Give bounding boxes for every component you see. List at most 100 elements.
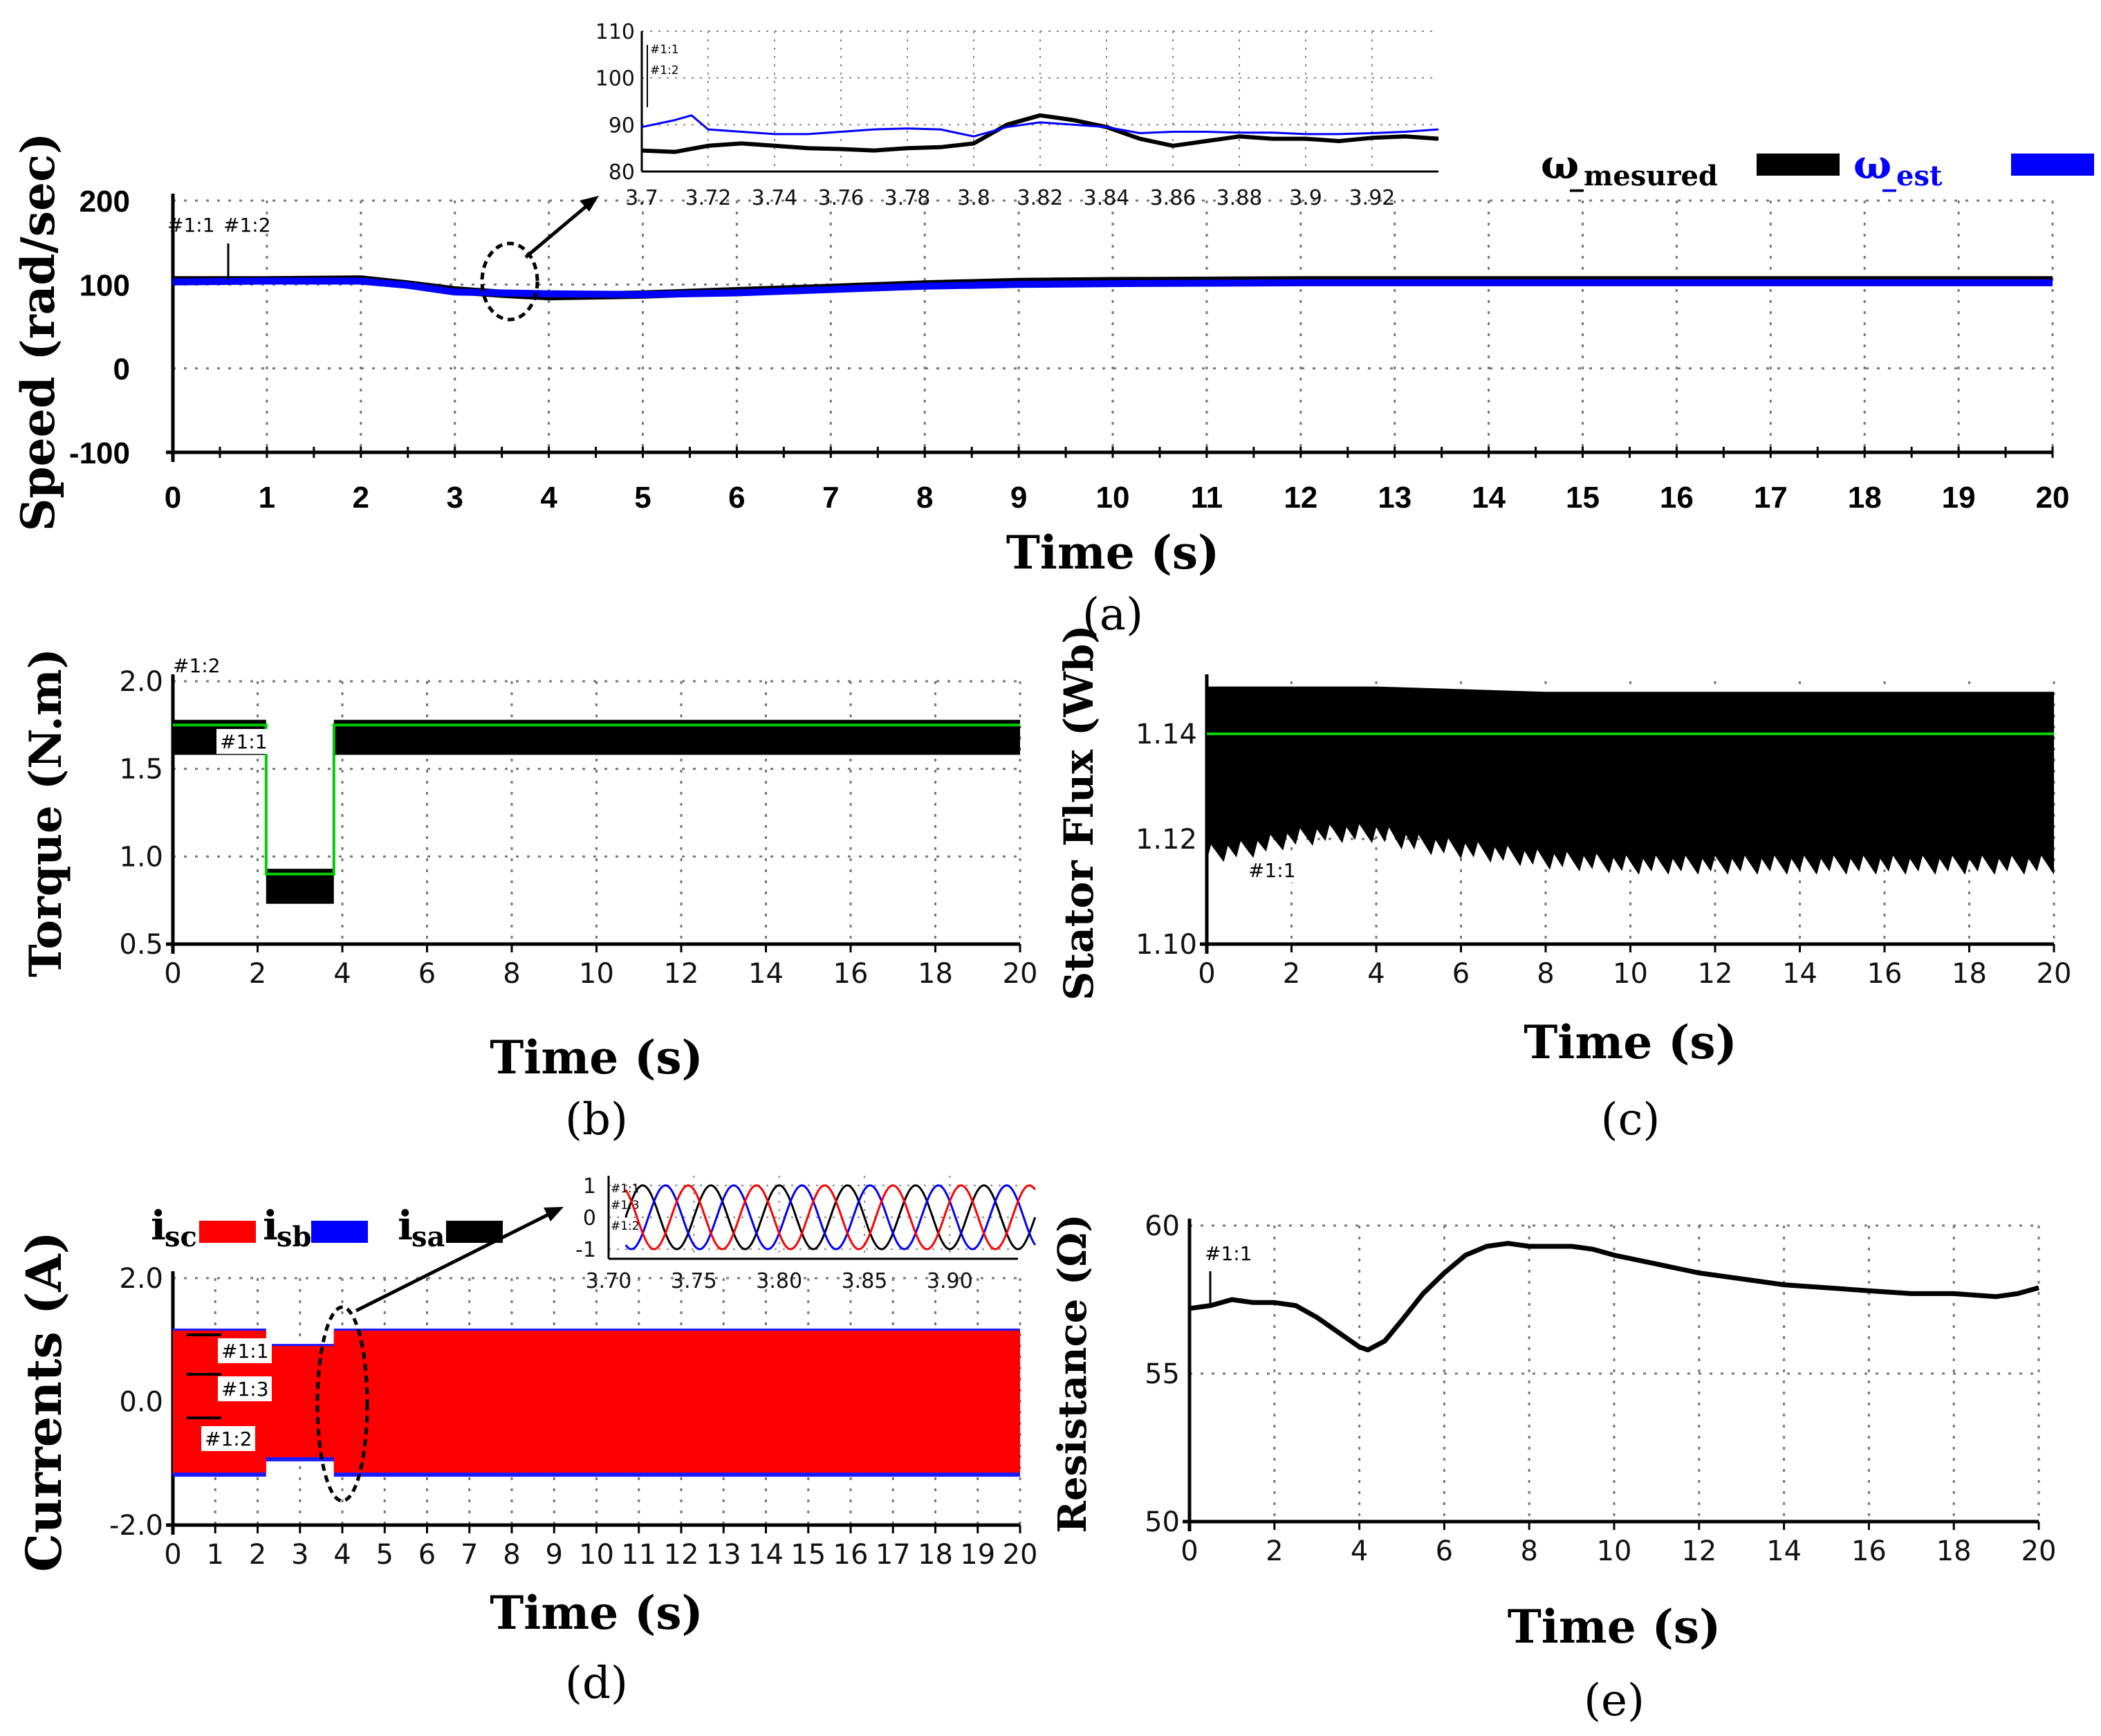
x-tick-label: 3.9 xyxy=(1289,186,1322,210)
x-tick-label: 10 xyxy=(579,1539,614,1571)
legend-swatch xyxy=(2011,154,2094,176)
y-tick-label: 1.0 xyxy=(119,841,163,873)
x-tick-label: 14 xyxy=(748,958,784,990)
x-axis-title: Time (s) xyxy=(1006,526,1220,580)
x-tick-label: 20 xyxy=(2021,1535,2057,1567)
zoom-arrow xyxy=(524,205,588,259)
x-tick-label: 4 xyxy=(333,1539,351,1571)
x-tick-label: 1 xyxy=(259,481,275,515)
cursor-marker-label: #1:1 xyxy=(167,214,215,237)
x-tick-label: 19 xyxy=(960,1539,995,1571)
y-tick-label: 1.10 xyxy=(1136,929,1197,961)
x-tick-label: 7 xyxy=(822,481,839,515)
x-tick-label: 10 xyxy=(1096,481,1130,515)
x-tick-label: 6 xyxy=(728,481,745,515)
y-axis-title: Resistance (Ω) xyxy=(1050,1214,1095,1533)
legend-label: i xyxy=(151,1202,166,1249)
x-tick-label: 6 xyxy=(418,1539,436,1571)
x-tick-label: 10 xyxy=(1597,1535,1632,1567)
y-tick-label: 110 xyxy=(595,20,635,44)
y-tick-label: 0 xyxy=(583,1206,596,1230)
x-tick-label: 16 xyxy=(833,1539,869,1571)
legend-swatch xyxy=(311,1221,368,1243)
x-tick-label: 0 xyxy=(164,1539,181,1571)
x-tick-label: 3.78 xyxy=(885,186,931,210)
x-tick-label: 6 xyxy=(418,958,436,990)
legend-label: ω xyxy=(1853,141,1891,188)
x-tick-label: 8 xyxy=(1537,958,1554,990)
panel-caption: (a) xyxy=(1082,589,1143,640)
cursor-marker-label: #1:1 xyxy=(220,730,268,753)
x-tick-label: 18 xyxy=(1848,481,1882,515)
x-tick-label: 5 xyxy=(376,1539,394,1571)
x-tick-label: 4 xyxy=(540,481,557,515)
y-tick-label: 100 xyxy=(80,268,130,302)
inset-current-i-sc xyxy=(624,1184,1036,1250)
torque-reference-line xyxy=(173,723,1020,876)
y-tick-label: 60 xyxy=(1145,1210,1180,1242)
cursor-marker-label: #1:1 xyxy=(650,43,679,57)
x-tick-label: 20 xyxy=(2037,958,2072,990)
y-tick-label: 50 xyxy=(1145,1506,1180,1538)
x-tick-label: 8 xyxy=(503,1539,520,1571)
marker-label-box xyxy=(1245,858,1299,883)
y-axis-title: Speed (rad/sec) xyxy=(11,133,65,532)
x-tick-label: 5 xyxy=(634,481,651,515)
panel-caption: (c) xyxy=(1601,1094,1660,1145)
panel-d-currents: 0 1 2 3 4 5 6 7 8 9 10 11 12 13 14 15 16 17 18 19 20-2.00.02… xyxy=(15,1174,1037,1709)
y-tick-label: 90 xyxy=(609,113,635,138)
cursor-marker-label: #1:2 xyxy=(173,654,221,677)
x-tick-label: 17 xyxy=(1754,481,1788,515)
inset-a: 3.7 3.72 3.74 3.76 3.78 3.8 3.82 3.84 3.86 3.88 3.… xyxy=(595,20,1439,210)
panel-e-resistance: 0 2 4 6 8 10 12 14 16 18 20 50 55 60 #1:1 Time (s) (e) Re… xyxy=(1050,1210,2056,1726)
current-band-isc xyxy=(173,1330,1020,1473)
x-tick-label: 10 xyxy=(1613,958,1648,990)
panel-caption: (d) xyxy=(565,1658,628,1709)
x-axis-title: Time (s) xyxy=(1524,1015,1737,1069)
zoom-arrow-head xyxy=(580,196,599,212)
y-tick-label: 1.12 xyxy=(1136,824,1197,856)
legend-d: isc isb isa xyxy=(151,1202,503,1253)
cursor-marker-label: #1:2 xyxy=(223,214,271,237)
x-tick-label: 4 xyxy=(333,958,351,990)
zoom-arrow-head xyxy=(544,1207,564,1221)
y-axis-title: Torque (N.m) xyxy=(20,648,72,977)
marker-label-box xyxy=(218,1376,272,1401)
cursor-marker-label: #1:1 xyxy=(1248,859,1296,882)
legend-swatch xyxy=(446,1221,503,1243)
x-tick-label: 15 xyxy=(1566,481,1600,515)
x-tick-label: 14 xyxy=(1766,1535,1802,1567)
legend-sub-label: sb xyxy=(277,1221,312,1253)
x-tick-label: 3.82 xyxy=(1017,186,1064,210)
y-tick-label: 0 xyxy=(113,353,130,387)
x-tick-label: 8 xyxy=(503,958,520,990)
x-tick-label: 18 xyxy=(918,958,953,990)
x-tick-label: 0 xyxy=(164,958,181,990)
panel-c-flux: 0 2 4 6 8 10 12 14 16 18 20 1.10 1.12 1.14 #1:2 #1:1 Tim… xyxy=(1055,625,2071,1145)
cursor-marker-label: #1:2 xyxy=(205,1428,252,1450)
legend-a: ω_mesured ω_est xyxy=(1541,141,2094,192)
x-tick-label: 19 xyxy=(1942,481,1976,515)
cursor-marker-label: #1:1 xyxy=(221,1340,269,1363)
x-tick-label: 3.92 xyxy=(1349,186,1396,210)
x-tick-label: 12 xyxy=(1681,1535,1716,1567)
inset-background xyxy=(642,31,1438,172)
legend-label: i xyxy=(398,1202,413,1249)
x-tick-label: 3.80 xyxy=(756,1269,802,1293)
legend-swatch xyxy=(199,1221,256,1243)
x-tick-label: 12 xyxy=(1698,958,1733,990)
x-tick-label: 3.88 xyxy=(1216,186,1263,210)
cursor-marker-label: #1:2 xyxy=(611,1219,640,1233)
x-tick-label: 12 xyxy=(1284,481,1317,515)
x-tick-label: 7 xyxy=(461,1539,478,1571)
x-tick-label: 1 xyxy=(207,1539,224,1571)
x-tick-label: 3.76 xyxy=(818,186,864,210)
y-tick-label: 0.5 xyxy=(119,929,163,961)
x-tick-label: 3.70 xyxy=(586,1269,632,1293)
y-tick-label: 100 xyxy=(595,67,635,91)
x-tick-label: 2 xyxy=(353,481,369,515)
x-tick-label: 4 xyxy=(1367,958,1385,990)
x-tick-label: 11 xyxy=(621,1539,656,1571)
